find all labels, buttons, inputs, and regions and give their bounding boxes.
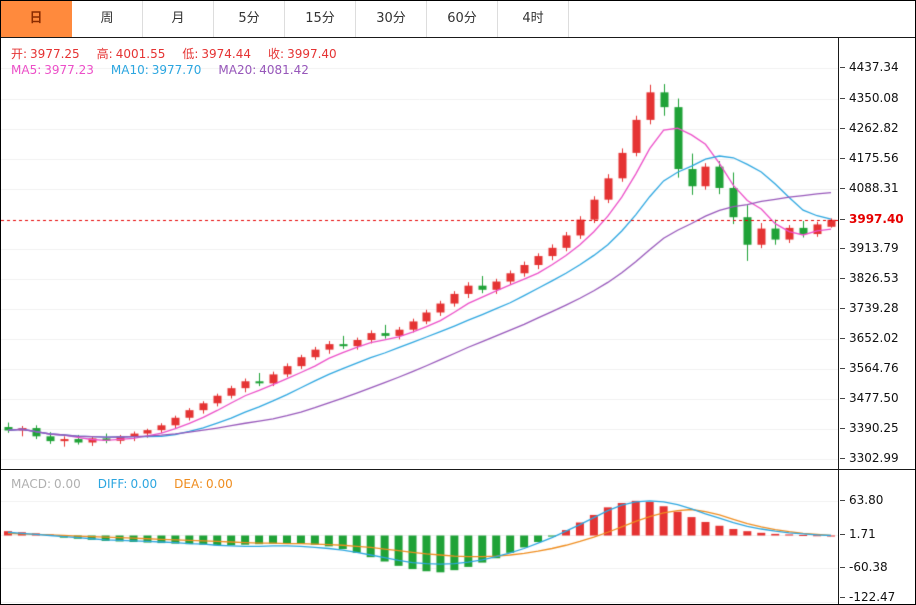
y-axis-label: 4175.56 bbox=[840, 151, 899, 165]
tab-60min[interactable]: 60分 bbox=[427, 1, 498, 37]
y-axis-label: 3652.02 bbox=[840, 331, 899, 345]
candlestick-plot[interactable]: 开: 3977.25 高: 4001.55 低: 3974.44 收: 3997.40 … bbox=[1, 38, 838, 469]
timeframe-tabbar: 日 周 月 5分 15分 30分 60分 4时 bbox=[1, 1, 915, 38]
y-axis-label: 3390.25 bbox=[840, 421, 899, 435]
macd-plot[interactable]: MACD: 0.00 DIFF: 0.00 DEA: 0.00 bbox=[1, 470, 838, 604]
y-axis-label: 3302.99 bbox=[840, 451, 899, 465]
macd-axis: 63.80 1.71 -60.38 -122.47 bbox=[838, 470, 915, 604]
y-axis-label: 1.71 bbox=[840, 527, 876, 541]
y-axis-label: 4437.34 bbox=[840, 61, 899, 74]
macd-canvas[interactable] bbox=[1, 470, 838, 604]
macd-panel: MACD: 0.00 DIFF: 0.00 DEA: 0.00 63.80 1.71 -6… bbox=[1, 469, 915, 604]
main-chart-panel: 开: 3977.25 高: 4001.55 低: 3974.44 收: 3997.40 … bbox=[1, 38, 915, 469]
tab-5min[interactable]: 5分 bbox=[214, 1, 285, 37]
y-axis-label: 4350.08 bbox=[840, 91, 899, 105]
tab-daily[interactable]: 日 bbox=[1, 1, 72, 37]
y-axis-label: -60.38 bbox=[840, 561, 888, 574]
tab-monthly[interactable]: 月 bbox=[143, 1, 214, 37]
current-price-label: 3997.40 bbox=[840, 212, 904, 226]
y-axis-label: 4262.82 bbox=[840, 121, 899, 135]
y-axis-label: 3913.79 bbox=[840, 241, 899, 255]
tab-15min[interactable]: 15分 bbox=[285, 1, 356, 37]
y-axis-label: -122.47 bbox=[840, 591, 895, 604]
y-axis-label: 63.80 bbox=[840, 493, 883, 507]
tab-4hour[interactable]: 4时 bbox=[498, 1, 569, 37]
price-axis: 4437.34 4350.08 4262.82 4175.56 4088.31 3913.… bbox=[838, 38, 915, 469]
y-axis-label: 3564.76 bbox=[840, 361, 899, 375]
y-axis-label: 3739.28 bbox=[840, 301, 899, 315]
tab-30min[interactable]: 30分 bbox=[356, 1, 427, 37]
tab-weekly[interactable]: 周 bbox=[72, 1, 143, 37]
y-axis-label: 4088.31 bbox=[840, 181, 899, 195]
tabbar-spacer bbox=[569, 1, 915, 37]
y-axis-label: 3826.53 bbox=[840, 271, 899, 285]
y-axis-label: 3477.50 bbox=[840, 391, 899, 405]
candlestick-canvas[interactable] bbox=[1, 38, 838, 469]
